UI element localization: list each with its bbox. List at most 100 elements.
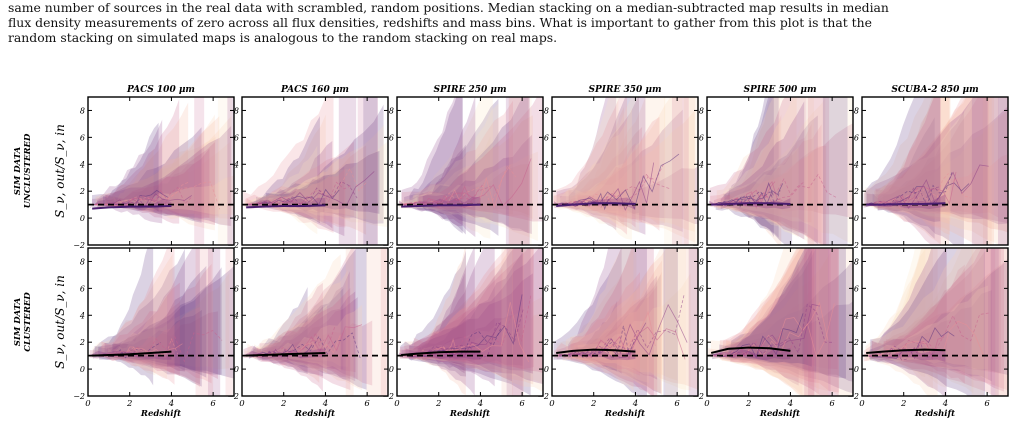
uncertainty-band <box>417 248 475 396</box>
uncertainty-band <box>730 248 808 371</box>
row-label: SIM DATACLUSTERED <box>13 292 33 352</box>
panel-title: PACS 160 μm <box>280 85 349 95</box>
stacking-curve <box>864 327 955 359</box>
uncertainty-bands <box>553 97 698 245</box>
uncertainty-band <box>731 257 811 381</box>
uncertainty-band <box>554 166 698 225</box>
uncertainty-band <box>990 248 999 396</box>
panel-0-2: −2 0 2 4 6 8 SPIRE 250 μm <box>382 85 544 250</box>
y-tick-label: 6 <box>854 133 859 142</box>
y-tick-label: 4 <box>233 160 239 169</box>
uncertainty-band <box>570 248 654 396</box>
uncertainty-band <box>413 248 534 369</box>
uncertainty-band <box>113 248 200 385</box>
core-band <box>709 347 791 361</box>
uncertainty-band <box>863 258 1008 396</box>
panel-frame <box>551 247 699 397</box>
uncertainty-band <box>261 291 356 382</box>
y-tick-label: 2 <box>698 187 704 196</box>
y-tick-label: 6 <box>544 284 549 293</box>
uncertainty-band <box>872 248 996 372</box>
y-tick-label: 0 <box>234 214 239 223</box>
uncertainty-band <box>207 248 221 396</box>
y-tick-label: 2 <box>543 338 549 347</box>
uncertainty-band <box>869 290 992 382</box>
uncertainty-band <box>557 97 640 233</box>
uncertainty-band <box>872 248 1001 374</box>
y-tick-label: 0 <box>389 365 394 374</box>
y-tick-label: 4 <box>698 311 704 320</box>
uncertainty-band <box>95 116 220 217</box>
row-label-line: SIM DATA <box>13 297 23 346</box>
uncertainty-band <box>417 134 532 235</box>
y-tick-label: −2 <box>692 392 704 401</box>
uncertainty-band <box>710 124 822 244</box>
x-tick-label: 4 <box>787 399 793 409</box>
uncertainty-band <box>822 97 848 245</box>
uncertainty-band <box>867 97 972 219</box>
panel-frame <box>706 247 854 397</box>
x-tick-label: 2 <box>280 399 286 409</box>
y-tick-label: 8 <box>544 257 549 266</box>
y-tick-label: 0 <box>854 365 859 374</box>
uncertainty-band <box>574 274 661 394</box>
y-tick-label: 0 <box>234 365 239 374</box>
uncertainty-band <box>401 273 533 374</box>
uncertainty-band <box>92 248 185 372</box>
uncertainty-band <box>113 148 154 214</box>
y-tick-label: 4 <box>853 311 859 320</box>
uncertainty-band <box>401 100 513 215</box>
y-tick-label: 8 <box>699 106 704 115</box>
median-curve <box>246 351 326 357</box>
uncertainty-band <box>380 248 388 396</box>
uncertainty-band <box>404 98 499 236</box>
uncertainty-band <box>257 308 320 384</box>
y-tick-label: −2 <box>537 241 549 250</box>
stacking-curve <box>864 171 957 206</box>
caption-line: flux density measurements of zero across… <box>8 15 872 30</box>
x-tick-label: 6 <box>519 399 525 409</box>
uncertainty-band <box>103 122 159 212</box>
stacking-curve <box>864 173 949 209</box>
panel-frame <box>551 96 699 246</box>
uncertainty-band <box>414 136 491 239</box>
uncertainty-band <box>715 151 793 245</box>
y-tick-label: 6 <box>389 133 394 142</box>
panel-title: SPIRE 250 μm <box>434 85 507 95</box>
uncertainty-band <box>217 97 233 245</box>
panel-frame <box>706 96 854 246</box>
uncertainty-band <box>99 310 202 387</box>
uncertainty-bands <box>243 97 388 245</box>
uncertainty-band <box>971 248 984 396</box>
uncertainty-band <box>366 248 387 396</box>
median-curve <box>556 348 636 354</box>
x-tick-label: 0 <box>859 399 865 409</box>
panel-title: SPIRE 350 μm <box>589 85 662 95</box>
uncertainty-band <box>863 97 1008 225</box>
y-tick-label: 6 <box>699 284 704 293</box>
uncertainty-band <box>412 103 499 225</box>
uncertainty-band <box>575 97 696 243</box>
uncertainty-band <box>101 248 175 385</box>
row-label-line: CLUSTERED <box>23 292 33 352</box>
uncertainty-band <box>265 145 367 235</box>
stacking-curve <box>244 332 361 360</box>
y-tick-label: 6 <box>699 133 704 142</box>
uncertainty-band <box>509 97 532 245</box>
uncertainty-band <box>731 248 803 396</box>
y-tick-label: 2 <box>853 338 859 347</box>
y-tick-label: 6 <box>234 284 239 293</box>
uncertainty-band <box>553 126 643 223</box>
x-tick-label: 6 <box>984 399 990 409</box>
y-tick-label: 8 <box>80 106 85 115</box>
uncertainty-band <box>723 97 814 245</box>
uncertainty-band <box>870 248 985 396</box>
uncertainty-band <box>398 115 534 220</box>
median-curve <box>866 348 946 354</box>
uncertainty-bands <box>398 97 543 245</box>
uncertainty-band <box>399 248 543 374</box>
uncertainty-band <box>570 248 698 390</box>
uncertainty-band <box>417 248 466 396</box>
y-tick-label: −2 <box>227 392 239 401</box>
